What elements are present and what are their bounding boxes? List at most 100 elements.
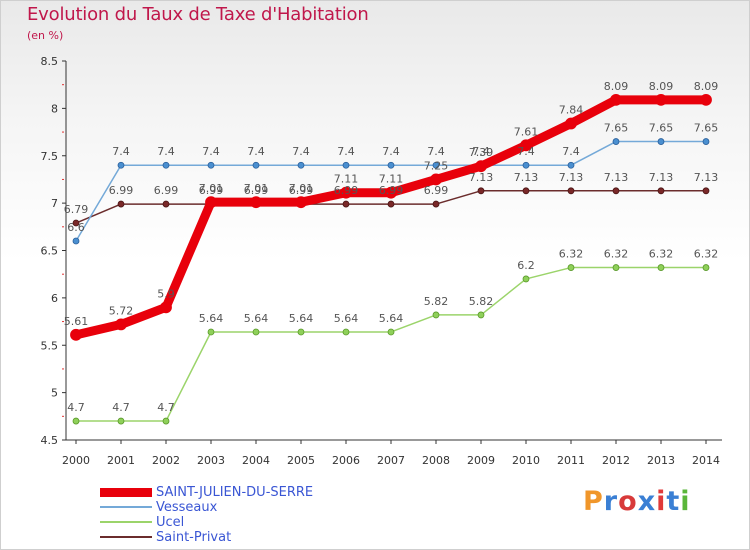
data-point-series-3 bbox=[522, 187, 530, 195]
data-point-series-1 bbox=[522, 161, 530, 169]
data-label-series-0: 7.01 bbox=[244, 182, 269, 195]
y-tick-label: 5.5 bbox=[41, 339, 59, 352]
data-label-series-3: 6.79 bbox=[64, 203, 89, 216]
data-point-series-1 bbox=[657, 138, 665, 145]
data-point-series-2 bbox=[252, 328, 260, 336]
legend-label-saint-privat: Saint-Privat bbox=[156, 530, 232, 545]
data-label-series-1: 7.4 bbox=[247, 145, 265, 158]
legend: SAINT-JULIEN-DU-SERRE Vesseaux Ucel Sain… bbox=[100, 485, 420, 545]
data-point-series-1 bbox=[342, 161, 350, 169]
legend-item-saint-privat[interactable]: Saint-Privat bbox=[100, 530, 420, 545]
data-label-series-2: 4.7 bbox=[112, 401, 130, 414]
data-point-series-1 bbox=[207, 161, 215, 169]
data-label-series-3: 6.99 bbox=[244, 184, 269, 197]
data-point-series-3 bbox=[657, 187, 665, 195]
y-tick-label: 6 bbox=[51, 292, 58, 305]
x-tick-label: 2011 bbox=[557, 454, 585, 467]
data-label-series-3: 6.99 bbox=[334, 184, 359, 197]
data-label-series-1: 7.4 bbox=[157, 145, 175, 158]
data-label-series-1: 6.6 bbox=[67, 221, 85, 234]
data-label-series-2: 5.64 bbox=[199, 312, 224, 325]
data-label-series-2: 5.64 bbox=[289, 312, 314, 325]
data-label-series-2: 5.64 bbox=[379, 312, 404, 325]
data-label-series-0: 7.61 bbox=[514, 125, 539, 138]
data-point-series-1 bbox=[567, 161, 575, 169]
data-point-series-2 bbox=[162, 417, 170, 425]
data-label-series-0: 5.72 bbox=[109, 304, 134, 317]
x-tick-label: 2001 bbox=[107, 454, 135, 467]
data-point-series-0 bbox=[475, 160, 487, 173]
legend-swatch-saint-julien bbox=[100, 488, 152, 497]
logo-letter: i bbox=[680, 486, 691, 517]
data-label-series-3: 7.13 bbox=[559, 171, 584, 184]
y-tick-label: 6.5 bbox=[41, 245, 59, 258]
legend-label-ucel: Ucel bbox=[156, 515, 185, 530]
data-point-series-1 bbox=[72, 237, 80, 245]
data-point-series-2 bbox=[342, 328, 350, 336]
x-tick-label: 2014 bbox=[692, 454, 720, 467]
x-tick-label: 2009 bbox=[467, 454, 495, 467]
data-point-series-2 bbox=[477, 311, 485, 319]
data-label-series-1: 7.4 bbox=[382, 145, 400, 158]
data-label-series-3: 6.99 bbox=[424, 184, 449, 197]
data-point-series-0 bbox=[340, 186, 352, 199]
y-tick-label: 8 bbox=[51, 102, 58, 115]
y-tick-label: 4.5 bbox=[41, 434, 59, 447]
data-label-series-2: 6.32 bbox=[559, 248, 584, 261]
x-tick-label: 2012 bbox=[602, 454, 630, 467]
legend-item-ucel[interactable]: Ucel bbox=[100, 515, 420, 530]
legend-swatch-ucel bbox=[100, 521, 152, 523]
legend-swatch-vesseaux bbox=[100, 506, 152, 508]
data-point-series-3 bbox=[387, 200, 395, 208]
data-point-series-0 bbox=[250, 196, 262, 209]
data-point-series-3 bbox=[612, 187, 620, 195]
data-point-series-2 bbox=[567, 264, 575, 271]
x-tick-label: 2008 bbox=[422, 454, 450, 467]
data-label-series-1: 7.4 bbox=[562, 145, 580, 158]
data-label-series-3: 6.99 bbox=[154, 184, 179, 197]
logo-letter: r bbox=[603, 486, 619, 517]
chart-title: Evolution du Taux de Taxe d'Habitation bbox=[27, 4, 369, 25]
data-point-series-2 bbox=[432, 311, 440, 319]
data-label-series-2: 6.32 bbox=[694, 248, 719, 261]
data-point-series-3 bbox=[567, 187, 575, 195]
data-label-series-0: 8.09 bbox=[649, 80, 674, 93]
data-label-series-1: 7.65 bbox=[604, 122, 629, 135]
data-point-series-2 bbox=[657, 264, 665, 271]
data-point-series-3 bbox=[477, 187, 485, 195]
data-label-series-1: 7.4 bbox=[292, 145, 310, 158]
line-chart: 4.5 5 5.5 6 6.5 7 7.5 8 8.5 2000 2001 2002 2003 2004 2… bbox=[41, 55, 722, 467]
data-point-series-3 bbox=[117, 200, 125, 208]
data-point-series-0 bbox=[610, 93, 622, 106]
logo-letter: o bbox=[618, 486, 638, 517]
data-label-series-3: 7.13 bbox=[694, 171, 719, 184]
data-label-series-0: 7.01 bbox=[289, 182, 314, 195]
legend-item-saint-julien[interactable]: SAINT-JULIEN-DU-SERRE bbox=[100, 485, 420, 500]
x-tick-label: 2000 bbox=[62, 454, 90, 467]
data-label-series-1: 7.4 bbox=[202, 145, 220, 158]
data-label-series-2: 5.64 bbox=[244, 312, 269, 325]
legend-item-vesseaux[interactable]: Vesseaux bbox=[100, 500, 420, 515]
x-tick-label: 2007 bbox=[377, 454, 405, 467]
logo-letter: P bbox=[583, 486, 604, 517]
data-point-series-2 bbox=[72, 417, 80, 425]
data-point-series-0 bbox=[295, 196, 307, 209]
data-label-series-1: 7.4 bbox=[427, 145, 445, 158]
data-point-series-3 bbox=[702, 187, 710, 195]
x-tick-label: 2005 bbox=[287, 454, 315, 467]
data-point-series-3 bbox=[72, 219, 80, 227]
data-point-series-1 bbox=[387, 161, 395, 169]
data-label-series-2: 5.82 bbox=[424, 295, 449, 308]
data-label-series-0: 7.84 bbox=[559, 104, 584, 117]
data-point-series-0 bbox=[430, 173, 442, 186]
data-label-series-0: 5.61 bbox=[64, 315, 89, 328]
data-point-series-0 bbox=[70, 328, 82, 341]
data-label-series-3: 7.13 bbox=[604, 171, 629, 184]
data-point-series-3 bbox=[342, 200, 350, 208]
data-point-series-2 bbox=[207, 328, 215, 336]
y-tick-label: 5 bbox=[51, 387, 58, 400]
data-point-series-0 bbox=[160, 301, 172, 314]
data-label-series-0: 8.09 bbox=[604, 80, 629, 93]
x-tick-label: 2002 bbox=[152, 454, 180, 467]
